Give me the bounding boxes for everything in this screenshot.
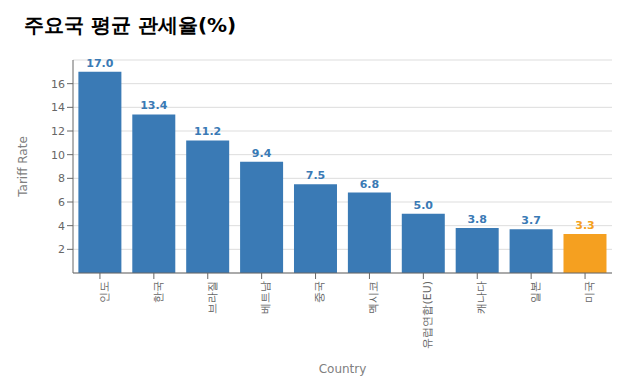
svg-text:2: 2: [58, 243, 65, 256]
svg-text:중국: 중국: [313, 281, 326, 303]
svg-text:13.4: 13.4: [140, 99, 167, 112]
svg-text:인도: 인도: [98, 281, 111, 303]
svg-text:16: 16: [51, 78, 65, 91]
svg-text:브라질: 브라질: [206, 281, 219, 314]
svg-text:멕시코: 멕시코: [367, 281, 380, 314]
svg-text:17.0: 17.0: [86, 57, 113, 70]
svg-text:6: 6: [58, 196, 65, 209]
svg-text:일본: 일본: [529, 281, 542, 303]
svg-text:12: 12: [51, 125, 65, 138]
svg-text:미국: 미국: [583, 281, 596, 303]
html-text:주요국 평균 관세율(%): 주요국 평균 관세율(%): [24, 13, 237, 37]
svg-text:14: 14: [51, 101, 65, 114]
svg-text:10: 10: [51, 149, 65, 162]
svg-text:9.4: 9.4: [252, 147, 272, 160]
svg-text:Country: Country: [319, 362, 367, 376]
svg-text:11.2: 11.2: [194, 125, 221, 138]
svg-text:베트남: 베트남: [259, 281, 272, 314]
svg-text:3.7: 3.7: [521, 214, 541, 227]
svg-text:4: 4: [58, 220, 65, 233]
svg-text:캐나다: 캐나다: [475, 281, 488, 314]
svg-text:유럽연합(EU): 유럽연합(EU): [421, 281, 434, 349]
svg-text:5.0: 5.0: [414, 199, 434, 212]
svg-text:3.3: 3.3: [575, 219, 595, 232]
svg-text:7.5: 7.5: [306, 169, 326, 182]
svg-text:3.8: 3.8: [467, 213, 487, 226]
svg-text:6.8: 6.8: [360, 178, 380, 191]
svg-text:Tariff Rate: Tariff Rate: [16, 136, 30, 198]
svg-text:8: 8: [58, 172, 65, 185]
svg-text:한국: 한국: [152, 281, 165, 303]
